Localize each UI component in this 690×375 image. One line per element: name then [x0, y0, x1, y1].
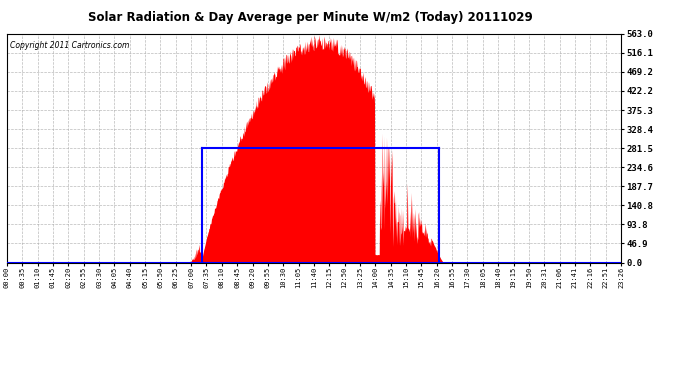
Text: Solar Radiation & Day Average per Minute W/m2 (Today) 20111029: Solar Radiation & Day Average per Minute… — [88, 11, 533, 24]
Text: Copyright 2011 Cartronics.com: Copyright 2011 Cartronics.com — [10, 40, 129, 50]
